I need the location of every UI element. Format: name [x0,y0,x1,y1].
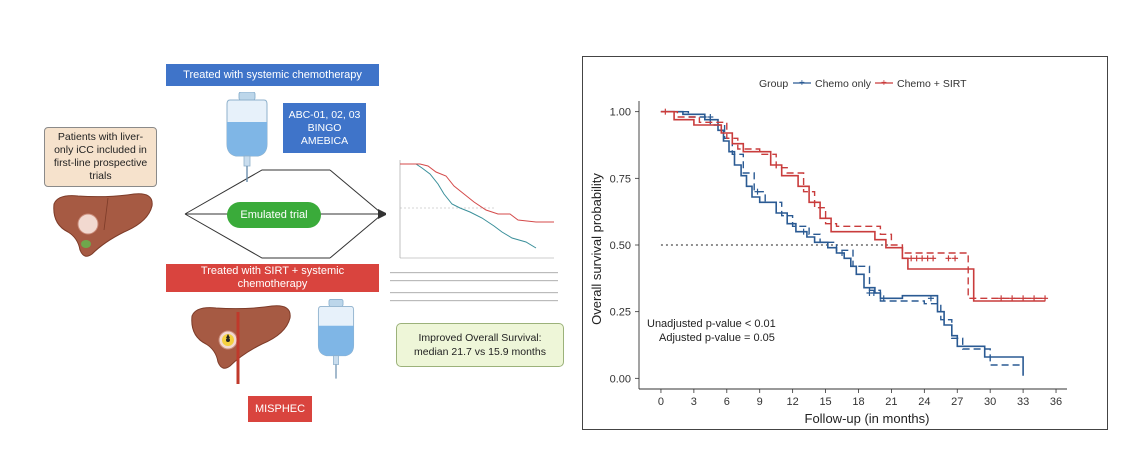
censor-mark [998,295,1005,302]
svg-text:+: + [799,78,805,89]
improved-line: median 21.7 vs 15.9 months [414,346,546,358]
trials-line: ABC-01, 02, 03 [288,108,361,121]
x-tick-label: 27 [951,396,963,408]
x-tick-label: 21 [885,396,897,408]
km-curve-adjusted-sirt [660,111,1046,300]
x-tick-label: 33 [1017,396,1029,408]
annotation-unadjusted: Unadjusted p-value < 0.01 [647,318,776,330]
improved-line: Improved Overall Survival: [418,332,542,344]
censor-mark [880,295,887,302]
censor-mark [927,295,934,302]
legend-item-sirt: + Chemo + SIRT [875,78,967,90]
x-tick-label: 9 [757,396,763,408]
legend-item-chemo: + Chemo only [793,78,872,90]
km-chart: Group + Chemo only + Chemo + SIRT Overal… [589,78,1067,426]
patients-line: Patients with liver- [57,131,144,143]
y-axis-label: Overall survival probability [589,173,604,325]
legend-label: Chemo only [815,78,872,90]
km-curve-chemo [660,110,1024,376]
sirt-banner: Treated with SIRT + systemic chemotherap… [166,264,379,292]
x-tick-label: 18 [852,396,864,408]
iv-bag-icon [317,299,355,379]
patients-line: trials [89,170,112,182]
censor-mark [945,255,952,262]
sirt-line: Treated with SIRT + systemic [200,265,345,277]
y-tick-label: 0.75 [610,173,631,185]
x-axis-label: Follow-up (in months) [805,411,930,426]
legend-label: Chemo + SIRT [897,78,967,90]
chemo-banner: Treated with systemic chemotherapy [166,64,379,86]
liver-icon [53,193,153,257]
censor-mark [870,290,877,296]
censor-mark [1031,295,1038,302]
x-tick-label: 0 [658,396,664,408]
censor-mark [800,228,807,235]
svg-text:+: + [881,78,887,89]
improved-survival-box: Improved Overall Survival: median 21.7 v… [396,323,564,367]
x-tick-label: 24 [918,396,930,408]
patients-line: first-line prospective [53,157,148,169]
censor-mark [924,255,931,262]
y-tick-label: 0.25 [610,307,631,319]
x-tick-label: 6 [724,396,730,408]
censor-mark [839,250,846,256]
patients-box: Patients with liver- only iCC included i… [44,127,157,187]
mini-km-thumbnail [386,146,562,306]
x-tick-label: 15 [819,396,831,408]
y-tick-label: 0.50 [610,240,631,252]
x-tick-label: 36 [1050,396,1062,408]
km-plot-frame: Group + Chemo only + Chemo + SIRT Overal… [582,56,1108,430]
trials-line: BINGO [307,121,342,134]
censor-mark [754,188,761,195]
km-curve-sirt [660,110,1046,302]
censor-mark [952,255,959,262]
y-tick-label: 0.00 [610,373,631,385]
x-tick-label: 30 [984,396,996,408]
patients-line: only iCC included in [54,144,147,156]
legend-title: Group [759,78,788,90]
sirt-line: chemotherapy [237,278,308,290]
censor-mark [1042,295,1049,302]
censor-mark [919,255,926,262]
trials-line: AMEBICA [300,134,349,147]
y-tick-label: 1.00 [610,107,631,119]
emulated-trial-pill: Emulated trial [227,202,321,228]
censor-mark [930,255,937,262]
censor-mark [913,255,920,262]
iv-bag-icon [226,92,268,182]
censor-mark [908,255,915,262]
x-tick-label: 12 [787,396,799,408]
liver-sirt-icon [191,305,291,384]
annotation-adjusted: Adjusted p-value = 0.05 [659,332,775,344]
misphec-box: MISPHEC [248,396,312,422]
censor-mark [1009,295,1016,302]
censor-mark [1020,295,1027,302]
x-tick-label: 3 [691,396,697,408]
censor-mark [707,114,714,120]
trials-box: ABC-01, 02, 03 BINGO AMEBICA [283,103,366,153]
km-curve-adjusted-chemo [660,111,1024,366]
censor-mark [662,108,669,115]
